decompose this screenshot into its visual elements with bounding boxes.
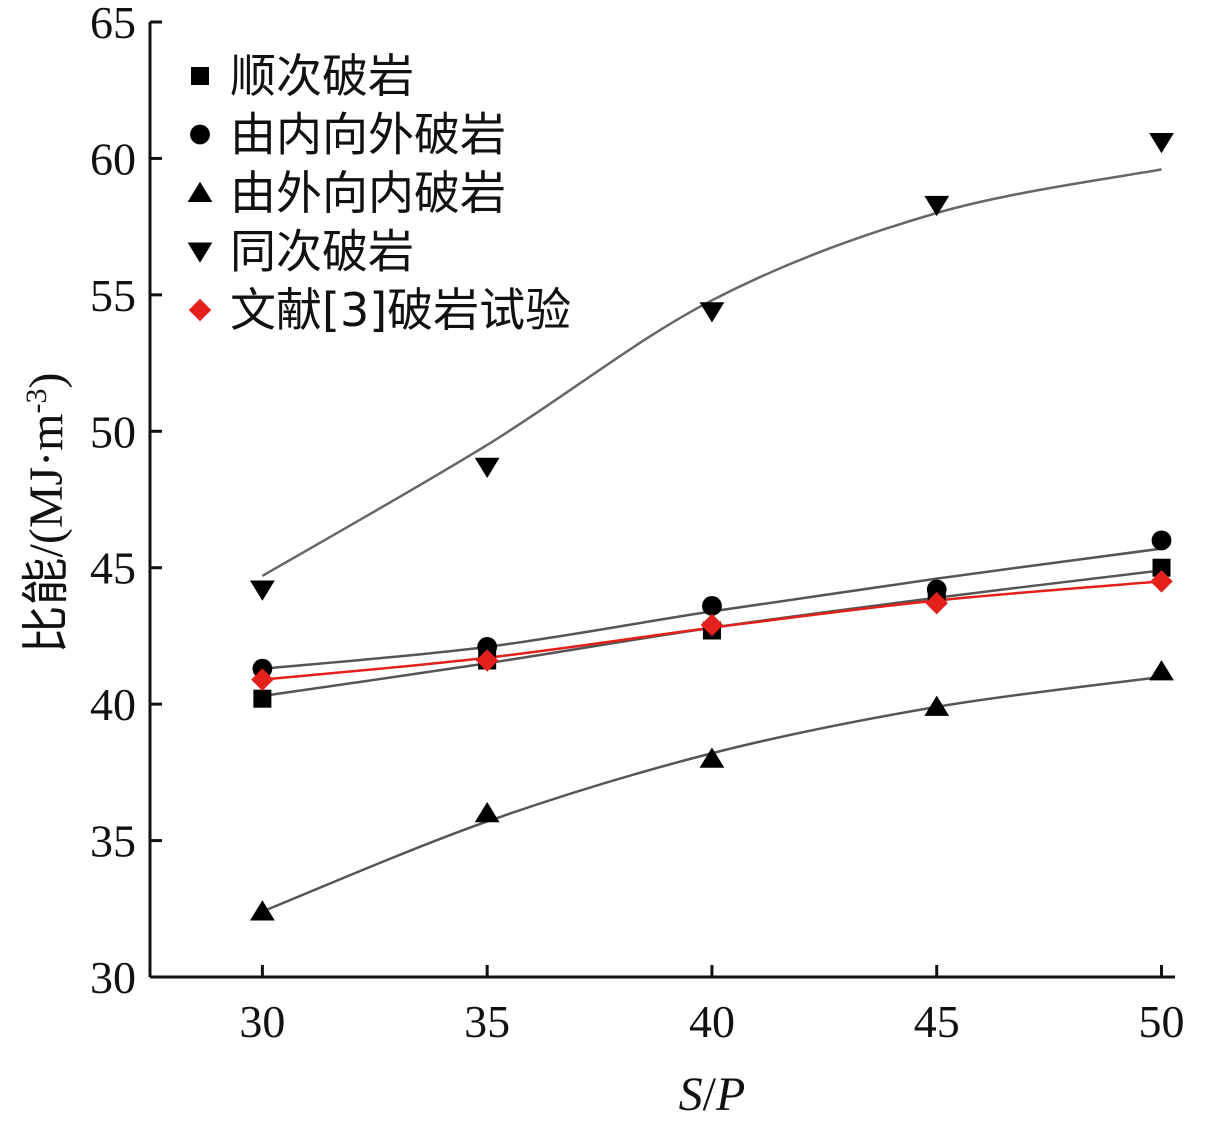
- x-axis-title-p: P: [715, 1068, 745, 1121]
- legend-label-series-1: 由内向外破岩: [230, 108, 506, 162]
- point-series-4: [700, 613, 724, 637]
- x-tick-label: 40: [689, 996, 735, 1047]
- point-series-2: [699, 747, 725, 768]
- fit-line-series-2: [261, 675, 1162, 913]
- point-series-0: [253, 689, 272, 708]
- y-tick-label: 35: [90, 816, 136, 867]
- x-axis-title-slash: /: [703, 1068, 717, 1121]
- point-series-3: [1149, 133, 1174, 154]
- y-axis-title-close: ): [20, 373, 73, 389]
- point-series-3: [474, 457, 500, 479]
- x-axis-title: S/P: [679, 1068, 746, 1121]
- y-tick-label: 65: [90, 0, 136, 48]
- point-series-4: [1150, 570, 1173, 593]
- point-series-4: [475, 649, 499, 672]
- fit-line-series-3: [261, 168, 1162, 577]
- point-series-2: [1149, 660, 1174, 681]
- axes: 30 35 40 45 50 55 60 65 30 35 40 45 50: [90, 0, 1185, 1047]
- point-series-4: [251, 668, 274, 691]
- point-series-3: [924, 195, 950, 217]
- legend-marker-series-3: [187, 242, 213, 263]
- point-series-1: [926, 579, 947, 600]
- point-series-2: [474, 802, 500, 823]
- x-tick-label: 50: [1139, 996, 1185, 1047]
- point-series-1: [1151, 530, 1172, 551]
- y-tick-label: 60: [90, 133, 136, 184]
- legend-marker-series-0: [191, 67, 209, 85]
- legend-label-series-0: 顺次破岩: [230, 49, 414, 103]
- legend-marker-series-1: [190, 124, 210, 145]
- data-markers: [250, 133, 1174, 921]
- legend-marker-series-2: [187, 181, 213, 202]
- legend-label-series-3: 同次破岩: [230, 225, 414, 279]
- point-series-3: [250, 580, 275, 601]
- point-series-0: [1152, 558, 1171, 577]
- point-series-4: [925, 591, 948, 615]
- x-tick-label: 30: [239, 996, 285, 1047]
- x-axis-title-s: S: [679, 1068, 703, 1121]
- point-series-3: [699, 302, 725, 323]
- point-series-1: [477, 636, 498, 657]
- point-series-2: [924, 695, 950, 716]
- point-series-2: [250, 900, 275, 921]
- y-tick-label: 50: [90, 406, 136, 457]
- legend-label-series-2: 由外向内破岩: [230, 166, 506, 220]
- legend-label-series-4: 文献[3]破岩试验: [230, 283, 571, 337]
- y-tick-label: 30: [90, 952, 136, 1003]
- y-tick-label: 55: [90, 270, 136, 321]
- y-axis-title-sup: -3: [20, 388, 53, 413]
- y-axis-title-main: 比能/(MJ·m: [20, 413, 73, 653]
- x-tick-label: 35: [464, 996, 510, 1047]
- point-series-1: [702, 596, 722, 616]
- x-tick-label: 45: [914, 996, 960, 1047]
- y-tick-label: 45: [90, 543, 136, 594]
- y-axis-title: 比能/(MJ·m-3): [20, 373, 73, 654]
- y-tick-label: 40: [90, 679, 136, 730]
- legend-marker-series-4: [188, 298, 212, 322]
- fit-lines: [261, 168, 1162, 913]
